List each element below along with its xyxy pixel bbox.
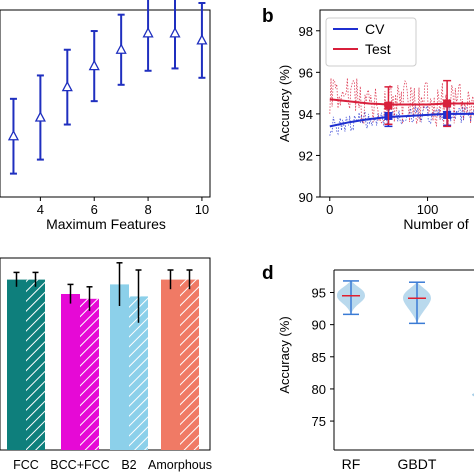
y-tick-label: 85 bbox=[312, 350, 326, 365]
y-tick-label: 80 bbox=[312, 382, 326, 397]
x-tick-label: 8 bbox=[144, 202, 151, 217]
plot-frame bbox=[319, 9, 474, 198]
series-trend bbox=[329, 112, 474, 128]
x-tick-label: 0 bbox=[326, 202, 333, 217]
data-point bbox=[88, 59, 100, 71]
x-tick-label: GBDT bbox=[398, 456, 437, 472]
bar-hatch bbox=[129, 296, 148, 450]
x-tick-label: 10 bbox=[195, 202, 209, 217]
data-point bbox=[443, 99, 452, 108]
y-tick-label: 94 bbox=[299, 107, 313, 122]
x-axis-label: Maximum Features bbox=[46, 216, 166, 232]
series-trend bbox=[329, 98, 474, 106]
y-tick-label: 75 bbox=[312, 414, 326, 429]
x-tick-label: B2 bbox=[121, 458, 136, 472]
data-point bbox=[142, 26, 154, 38]
bar bbox=[61, 294, 80, 450]
x-tick-label: 4 bbox=[37, 202, 44, 217]
bar-hatch bbox=[180, 279, 199, 450]
x-tick-label: 100 bbox=[417, 202, 439, 217]
y-tick-label: 92 bbox=[299, 148, 313, 163]
legend-label: CV bbox=[365, 21, 385, 37]
panel-d: 75 80 85 90 95 Accuracy (%) RF GBDT bbox=[277, 269, 474, 472]
panel-a: 4 6 8 10 Maximum Features bbox=[0, 0, 211, 232]
legend-label: Test bbox=[365, 41, 391, 57]
plot-frame bbox=[0, 9, 211, 198]
panel-label-b: b bbox=[262, 6, 274, 27]
series-trace bbox=[329, 103, 474, 136]
data-point bbox=[61, 80, 73, 92]
x-tick-label: 6 bbox=[91, 202, 98, 217]
y-tick-label: 96 bbox=[299, 65, 313, 80]
data-point bbox=[384, 101, 393, 110]
x-axis-label: Number of bbox=[403, 216, 468, 232]
data-point bbox=[169, 26, 181, 38]
x-tick-label: RF bbox=[342, 456, 361, 472]
y-tick-label: 90 bbox=[312, 318, 326, 333]
series-trace bbox=[329, 77, 474, 128]
y-tick-label: 95 bbox=[312, 286, 326, 301]
x-tick-label: BCC+FCC bbox=[50, 458, 109, 472]
bar-hatch bbox=[26, 279, 45, 450]
bar bbox=[7, 279, 26, 450]
y-tick-label: 90 bbox=[299, 190, 313, 205]
y-axis-label: Accuracy (%) bbox=[277, 65, 292, 142]
bar-hatch bbox=[80, 298, 99, 450]
data-point bbox=[196, 33, 208, 45]
data-point bbox=[7, 129, 20, 141]
plot-frame bbox=[0, 257, 211, 451]
y-tick-label: 98 bbox=[299, 24, 313, 39]
panel-label-d: d bbox=[262, 263, 274, 284]
x-tick-label: FCC bbox=[13, 458, 39, 472]
panel-c: FCC BCC+FCC B2 Amorphous bbox=[0, 257, 212, 472]
x-tick-label: Amorphous bbox=[148, 458, 212, 472]
bar bbox=[161, 279, 180, 450]
y-axis-label: Accuracy (%) bbox=[277, 316, 292, 393]
data-point bbox=[115, 43, 127, 54]
data-point bbox=[34, 111, 46, 122]
bar bbox=[110, 284, 129, 450]
